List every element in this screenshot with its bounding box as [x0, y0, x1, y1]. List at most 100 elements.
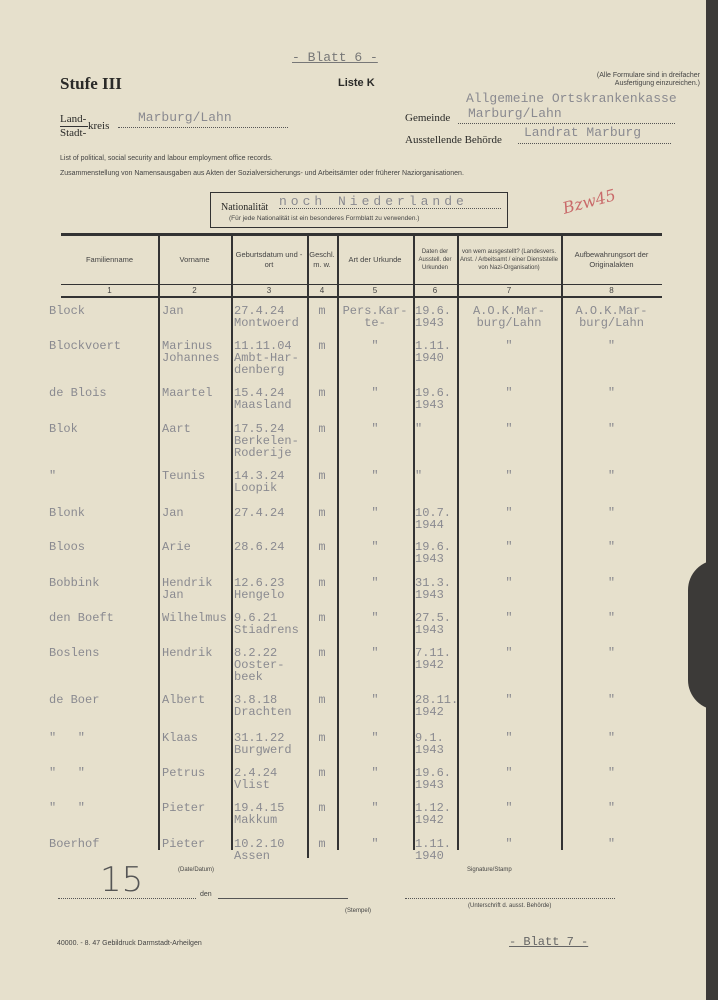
table-cell: "	[415, 422, 423, 436]
handwritten-mark: Bzw45	[560, 185, 618, 218]
column-number: 3	[266, 286, 272, 295]
column-divider	[457, 236, 459, 850]
table-cell: 15.4.24 Maasland	[234, 386, 292, 412]
nationality-box: Nationalität noch Niederlande (Für jede …	[210, 192, 508, 228]
table-cell: Aart	[162, 422, 191, 436]
table-cell: 12.6.23 Hengelo	[234, 576, 285, 602]
table-cell: "	[371, 540, 379, 554]
table-cell: 19.6. 1943	[415, 304, 452, 330]
table-cell: Bloos	[49, 540, 86, 554]
table-cell: m	[318, 646, 326, 660]
table-cell: "	[371, 646, 379, 660]
table-cell: "	[607, 611, 616, 625]
column-header: Daten der Ausstell. der Urkunden	[418, 249, 452, 271]
column-header: Geschl. m. w.	[309, 250, 335, 269]
table-cell: 3.8.18 Drachten	[234, 693, 292, 719]
stufe-label: Stufe III	[60, 74, 122, 93]
table-cell: m	[318, 731, 326, 745]
behoerde-field: Landrat Marburg	[518, 126, 671, 144]
table-cell: Block	[49, 304, 86, 318]
table-cell: m	[318, 304, 326, 318]
table-cell: "	[371, 837, 379, 851]
table-cell: Jan	[162, 304, 184, 318]
table-cell: m	[318, 469, 326, 483]
table-cell: "	[371, 339, 379, 353]
place-line[interactable]	[58, 898, 196, 899]
table-cell: 19.6. 1943	[415, 386, 452, 412]
paper-tear	[688, 560, 718, 710]
column-divider	[337, 236, 339, 850]
table-cell: Bobbink	[49, 576, 100, 590]
table-cell: "	[607, 646, 616, 660]
table-cell: Arie	[162, 540, 191, 554]
table-cell: Klaas	[162, 731, 199, 745]
nationality-note: (Für jede Nationalität ist ein besondere…	[229, 215, 420, 222]
table-top-rule	[61, 233, 662, 236]
table-cell: Marinus Johannes	[162, 339, 220, 365]
table-cell: 9.6.21 Stiadrens	[234, 611, 299, 637]
table-cell: "	[505, 469, 513, 483]
signature-line[interactable]	[405, 898, 615, 899]
table-cell: "	[371, 611, 379, 625]
table-cell: "	[505, 506, 513, 520]
table-cell: den Boeft	[49, 611, 114, 625]
table-cell: " "	[49, 731, 86, 745]
table-cell: "	[505, 766, 513, 780]
table-cell: Blonk	[49, 506, 86, 520]
handwritten-count: 15	[100, 860, 144, 900]
label-land: Land-	[60, 113, 88, 127]
table-cell: "	[505, 576, 513, 590]
column-number: 7	[506, 286, 512, 295]
table-cell: A.O.K.Mar- burg/Lahn	[575, 304, 648, 330]
column-header: Art der Urkunde	[348, 255, 402, 264]
column-divider	[158, 236, 160, 850]
table-cell: 31.3. 1943	[415, 576, 452, 602]
description-english: List of political, social security and l…	[60, 155, 273, 162]
table-cell: " "	[49, 801, 86, 815]
table-cell: Hendrik	[162, 646, 213, 660]
table-cell: "	[607, 540, 616, 554]
table-cell: de Blois	[49, 386, 107, 400]
table-cell: 27.4.24	[234, 506, 285, 520]
table-cell: 2.4.24 Vlist	[234, 766, 278, 792]
table-cell: "	[505, 540, 513, 554]
table-cell: 11.11.04 Ambt-Har- denberg	[234, 339, 299, 377]
table-cell: Boerhof	[49, 837, 100, 851]
table-cell: 1.11. 1940	[415, 339, 452, 365]
printer-imprint: 40000. - 8. 47 Gebildruck Darmstadt-Arhe…	[57, 940, 202, 947]
column-number: 1	[107, 286, 112, 295]
number-rule	[61, 296, 662, 298]
date-label: (Date/Datum)	[178, 867, 215, 873]
table-cell: "	[607, 506, 616, 520]
table-cell: 7.11. 1942	[415, 646, 452, 672]
table-cell: Blockvoert	[49, 339, 122, 353]
table-cell: m	[318, 386, 326, 400]
table-cell: 10.2.10 Assen	[234, 837, 285, 863]
table-cell: 17.5.24 Berkelen- Roderije	[234, 422, 299, 460]
table-cell: "	[607, 339, 616, 353]
table-cell: "	[607, 422, 616, 436]
table-cell: de Boer	[49, 693, 100, 707]
behoerde-label: Ausstellende Behörde	[405, 134, 502, 146]
table-cell: m	[318, 611, 326, 625]
table-cell: "	[607, 801, 616, 815]
table-cell: "	[505, 837, 513, 851]
note-line: (Alle Formulare sind in dreifacher	[596, 72, 700, 79]
table-cell: 28.6.24	[234, 540, 285, 554]
column-number: 6	[432, 286, 438, 295]
table-cell: "	[505, 339, 513, 353]
next-sheet-number: - Blatt 7 -	[509, 935, 589, 949]
table-cell: 9.1. 1943	[415, 731, 444, 757]
column-header: von wem ausgestellt? (Landesvers. Anst. …	[459, 249, 559, 271]
table-cell: "	[415, 469, 423, 483]
den-label: den	[200, 891, 212, 898]
table-cell: "	[607, 731, 616, 745]
table-cell: 14.3.24 Loopik	[234, 469, 285, 495]
nationality-label: Nationalität	[221, 202, 269, 213]
date-line[interactable]	[218, 898, 348, 899]
gemeinde-line1: Allgemeine Ortskrankenkasse	[466, 91, 677, 106]
label-kreis: kreis	[88, 120, 110, 132]
table-cell: 1.11. 1940	[415, 837, 452, 863]
column-number: 2	[192, 286, 197, 295]
column-divider	[561, 236, 563, 850]
